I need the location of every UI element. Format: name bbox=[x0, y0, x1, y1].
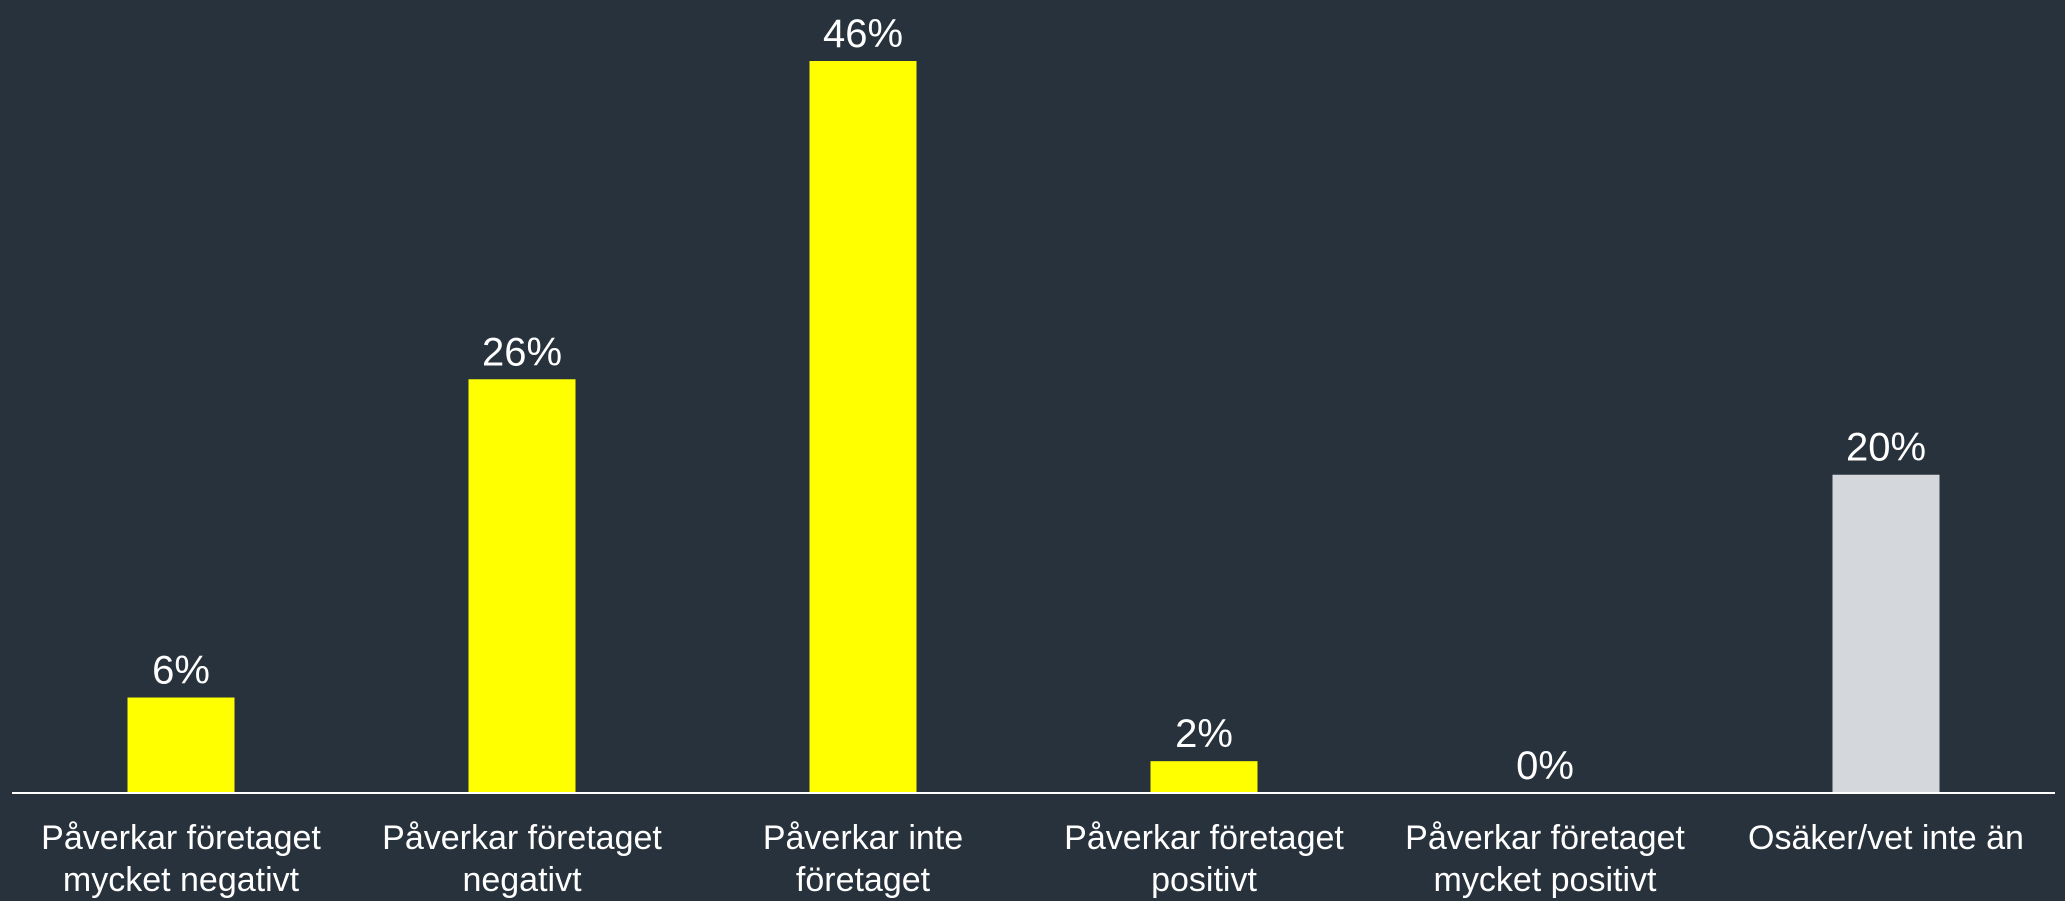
category-label-line: negativt bbox=[462, 861, 582, 899]
bar-1 bbox=[127, 697, 235, 793]
category-label-4: Påverkar företaget positivt bbox=[1064, 819, 1344, 899]
value-label-3: 46% bbox=[823, 12, 903, 56]
category-label-2: Påverkar företaget negativt bbox=[382, 819, 662, 899]
category-label-line: Påverkar företaget bbox=[1064, 819, 1344, 857]
bar-3 bbox=[809, 61, 917, 793]
category-label-5: Påverkar företaget mycket positivt bbox=[1405, 819, 1685, 899]
category-label-line: mycket negativt bbox=[63, 861, 300, 899]
category-label-line: mycket positivt bbox=[1434, 861, 1657, 899]
bar-6 bbox=[1832, 474, 1940, 793]
bar-4 bbox=[1150, 761, 1258, 793]
category-label-1: Påverkar företaget mycket negativt bbox=[41, 819, 321, 899]
value-label-5: 0% bbox=[1516, 744, 1574, 788]
category-label-line: företaget bbox=[796, 861, 931, 899]
bars-group bbox=[127, 61, 1940, 793]
category-label-6: Osäker/vet inte än bbox=[1748, 819, 2024, 857]
category-label-line: Påverkar inte bbox=[763, 819, 963, 857]
value-label-2: 26% bbox=[482, 330, 562, 374]
category-label-line: Osäker/vet inte än bbox=[1748, 819, 2024, 857]
value-label-4: 2% bbox=[1175, 712, 1233, 756]
category-label-line: Påverkar företaget bbox=[41, 819, 321, 857]
category-label-line: Påverkar företaget bbox=[1405, 819, 1685, 857]
value-label-1: 6% bbox=[152, 649, 210, 693]
bar-2 bbox=[468, 379, 576, 793]
category-labels-group: Påverkar företaget mycket negativtPåverka… bbox=[41, 819, 2024, 899]
value-label-6: 20% bbox=[1846, 426, 1926, 470]
category-label-line: Påverkar företaget bbox=[382, 819, 662, 857]
category-label-3: Påverkar inte företaget bbox=[763, 819, 963, 899]
category-label-line: positivt bbox=[1151, 861, 1257, 899]
value-labels-group: 6% 26% 46% 2% 0% 20% bbox=[152, 12, 1926, 788]
